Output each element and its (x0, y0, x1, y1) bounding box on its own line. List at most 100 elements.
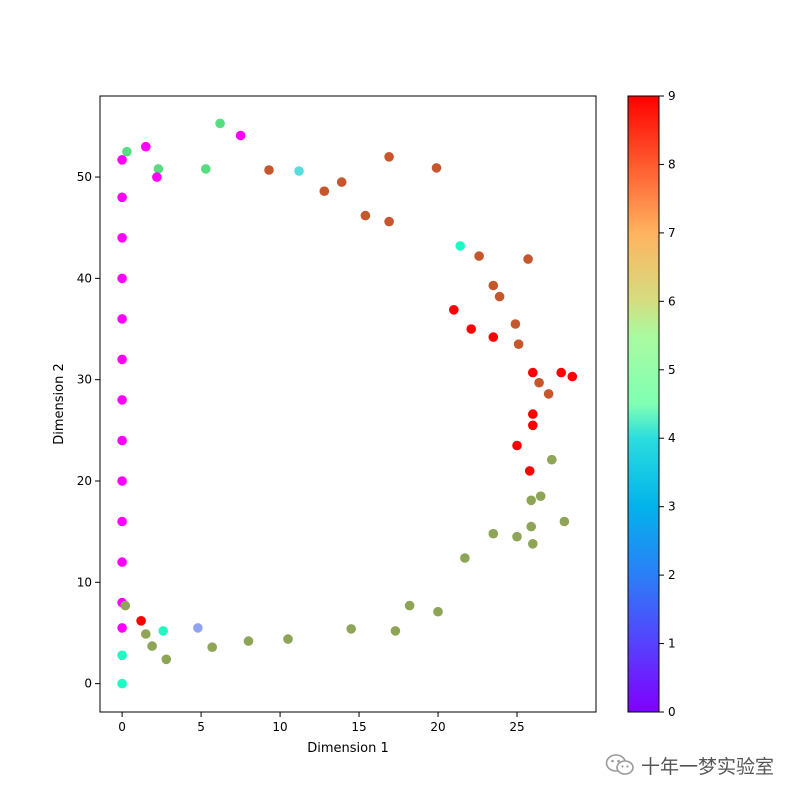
scatter-point-10 (117, 314, 127, 324)
scatter-point-64 (207, 642, 217, 652)
scatter-point-50 (535, 491, 546, 502)
colorbar-tick-label: 8 (668, 157, 676, 171)
scatter-point-0 (117, 678, 127, 689)
scatter-point-37 (466, 324, 477, 334)
scatter-point-9 (117, 354, 127, 365)
colorbar-tick-label: 6 (668, 294, 676, 308)
scatter-point-12 (117, 233, 127, 243)
scatter-point-13 (117, 192, 127, 203)
scatter-point-36 (510, 319, 521, 329)
scatter-point-33 (488, 280, 499, 291)
scatter-point-18 (235, 130, 246, 141)
wechat-icon (605, 754, 634, 775)
x-tick-label: 5 (197, 720, 205, 734)
x-axis-label: Dimension 1 (307, 741, 389, 756)
scatter-point-48 (547, 454, 557, 465)
scatter-point-6 (117, 476, 127, 486)
scatter-point-44 (543, 389, 554, 399)
scatter-point-38 (488, 332, 499, 342)
scatter-point-25 (431, 163, 442, 173)
scatter-point-67 (141, 629, 151, 639)
y-axis-label: Dimension 2 (52, 363, 67, 445)
scatter-point-26 (336, 177, 347, 187)
scatter-point-8 (117, 395, 127, 405)
scatter-point-56 (488, 528, 499, 539)
scatter-point-42 (528, 367, 538, 378)
scatter-point-39 (513, 339, 524, 350)
scatter-point-52 (559, 516, 570, 527)
y-tick-label: 50 (77, 170, 92, 184)
x-tick-label: 0 (118, 720, 126, 734)
scatter-point-43 (534, 377, 544, 388)
scatter-point-58 (433, 606, 443, 617)
scatter-point-65 (161, 654, 172, 665)
scatter-point-35 (449, 305, 459, 315)
colorbar-tick-label: 4 (668, 431, 676, 445)
scatter-point-2 (117, 623, 127, 633)
scatter-point-16 (141, 141, 151, 152)
y-tick-label: 20 (77, 474, 92, 488)
scatter-point-55 (528, 539, 538, 549)
scatter-point-14 (117, 155, 127, 165)
scatter-point-51 (526, 495, 536, 506)
colorbar-tick-label: 0 (668, 705, 676, 719)
scatter-point-62 (283, 634, 293, 644)
scatter-point-30 (455, 241, 466, 251)
colorbar-tick-label: 3 (668, 500, 676, 514)
scatter-point-29 (384, 216, 394, 227)
plot-frame (99, 95, 597, 713)
x-tick-label: 25 (509, 720, 524, 734)
scatter-point-11 (117, 273, 127, 284)
y-axis: 0 10 20 30 40 50 (77, 170, 100, 691)
scatter-point-70 (136, 616, 146, 626)
colorbar-tick-label: 5 (668, 363, 676, 377)
scatter-point-57 (460, 553, 470, 563)
y-tick-label: 30 (77, 373, 92, 387)
scatter-point-61 (346, 624, 357, 634)
colorbar-tick-label: 7 (668, 226, 676, 240)
scatter-point-15 (122, 146, 132, 157)
scatter-point-41 (556, 367, 566, 378)
scatter-point-27 (319, 186, 330, 196)
scatter-point-45 (528, 409, 538, 419)
scatter-point-5 (117, 516, 127, 527)
colorbar-tick-label: 1 (668, 637, 676, 651)
scatter-point-47 (512, 440, 522, 451)
scatter-point-63 (243, 636, 254, 646)
scatter-point-1 (117, 650, 127, 661)
scatter-point-49 (524, 466, 535, 476)
scatter-point-59 (404, 600, 415, 611)
scatter-point-53 (526, 521, 536, 532)
scatter-point-23 (294, 166, 304, 176)
scatter-point-17 (215, 118, 225, 129)
watermark-text: 十年一梦实验室 (640, 755, 774, 778)
y-tick-label: 10 (77, 575, 92, 589)
scatter-point-54 (512, 531, 522, 542)
scatter-point-60 (390, 626, 401, 636)
scatter-point-32 (523, 254, 533, 264)
scatter-point-28 (360, 210, 371, 221)
x-tick-label: 10 (272, 720, 287, 734)
scatter-point-34 (494, 291, 505, 302)
x-tick-label: 15 (351, 720, 366, 734)
scatter-point-22 (264, 165, 274, 175)
scatter-point-24 (384, 152, 394, 162)
scatter-point-71 (120, 600, 131, 611)
scatter-point-68 (158, 626, 168, 636)
scatter-point-66 (147, 641, 157, 651)
scatter-point-7 (117, 435, 127, 446)
scatter-point-19 (153, 164, 164, 174)
colorbar-axis: 0 1 2 3 4 5 6 7 8 9 (659, 89, 676, 719)
scatter-point-69 (193, 623, 203, 633)
colorbar (627, 95, 660, 713)
colorbar-tick-label: 2 (668, 568, 676, 582)
scatter-point-21 (201, 164, 211, 174)
colorbar-tick-label: 9 (668, 89, 676, 103)
scatter-point-40 (567, 371, 578, 382)
points-layer (117, 118, 578, 689)
scatter-point-4 (117, 557, 127, 567)
scatter-point-46 (528, 420, 538, 431)
watermark: 十年一梦实验室 (605, 750, 774, 780)
x-tick-label: 20 (430, 720, 445, 734)
